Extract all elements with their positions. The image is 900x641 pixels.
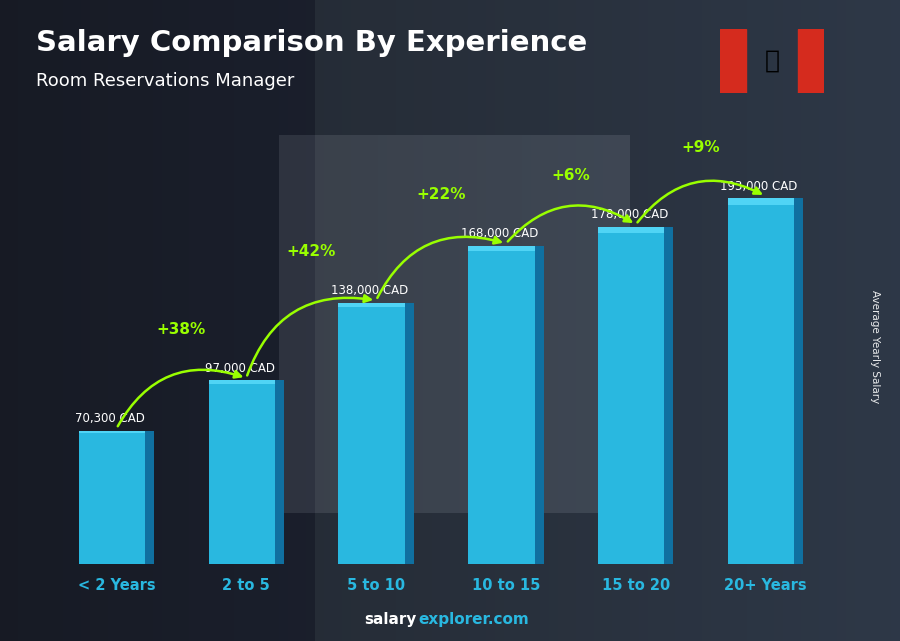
Bar bbox=[728, 198, 794, 205]
Bar bbox=[79, 431, 145, 564]
Bar bbox=[535, 246, 544, 564]
Text: +42%: +42% bbox=[286, 244, 336, 259]
Text: 70,300 CAD: 70,300 CAD bbox=[75, 412, 145, 425]
Text: 138,000 CAD: 138,000 CAD bbox=[331, 284, 409, 297]
Bar bbox=[664, 227, 673, 564]
Text: +38%: +38% bbox=[157, 322, 206, 337]
Bar bbox=[274, 380, 284, 564]
Text: 178,000 CAD: 178,000 CAD bbox=[590, 208, 668, 221]
Text: 168,000 CAD: 168,000 CAD bbox=[461, 227, 538, 240]
Bar bbox=[797, 29, 824, 93]
Text: 193,000 CAD: 193,000 CAD bbox=[720, 179, 797, 193]
Text: 97,000 CAD: 97,000 CAD bbox=[205, 362, 274, 374]
Text: explorer.com: explorer.com bbox=[418, 612, 529, 627]
Bar bbox=[468, 246, 535, 251]
Bar bbox=[145, 431, 154, 564]
Text: Room Reservations Manager: Room Reservations Manager bbox=[36, 72, 294, 90]
Bar bbox=[728, 198, 794, 564]
Bar bbox=[794, 198, 803, 564]
Bar bbox=[209, 380, 274, 564]
Bar bbox=[598, 227, 664, 564]
Bar bbox=[468, 246, 535, 564]
Text: +22%: +22% bbox=[416, 187, 466, 202]
Bar bbox=[79, 431, 145, 433]
Bar bbox=[338, 303, 405, 307]
Bar bbox=[209, 380, 274, 383]
Bar bbox=[338, 303, 405, 564]
Text: Average Yearly Salary: Average Yearly Salary bbox=[869, 290, 880, 403]
Bar bbox=[720, 29, 746, 93]
Text: +6%: +6% bbox=[552, 168, 590, 183]
Bar bbox=[405, 303, 414, 564]
Text: 🍁: 🍁 bbox=[764, 49, 779, 73]
Text: salary: salary bbox=[364, 612, 417, 627]
Text: +9%: +9% bbox=[681, 140, 720, 154]
Bar bbox=[598, 227, 664, 233]
Text: Salary Comparison By Experience: Salary Comparison By Experience bbox=[36, 29, 587, 57]
